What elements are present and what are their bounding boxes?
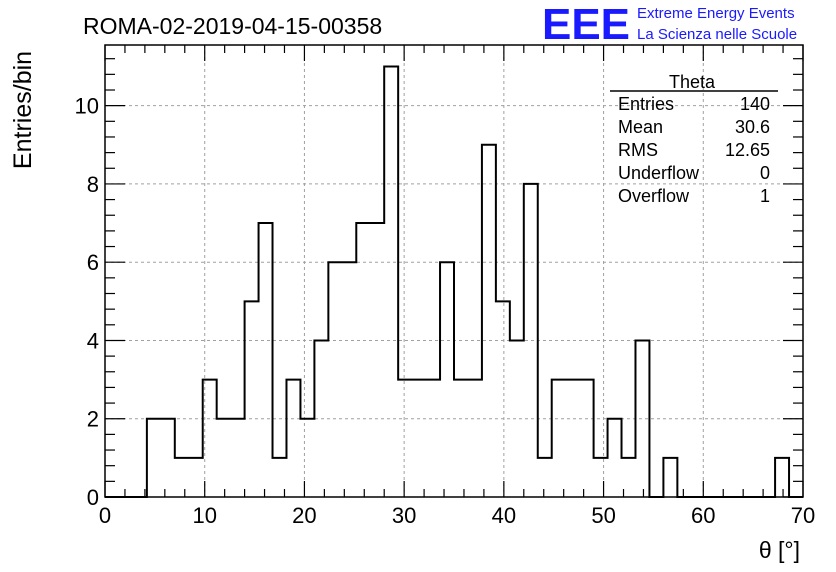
stats-box: Theta Entries 140 Mean 30.6 RMS 12.65 Un… [610, 72, 778, 206]
stats-label-rms: RMS [618, 140, 658, 160]
run-title: ROMA-02-2019-04-15-00358 [83, 13, 382, 39]
plot-frame [104, 44, 804, 498]
stats-value-rms: 12.65 [725, 140, 770, 160]
stats-value-entries: 140 [740, 94, 770, 114]
x-tick-label: 70 [791, 503, 815, 528]
org-name-line1: Extreme Energy Events [637, 5, 795, 22]
y-tick-label: 10 [75, 94, 99, 119]
y-tick-label: 6 [87, 250, 99, 275]
x-tick-label: 0 [99, 503, 111, 528]
stats-value-mean: 30.6 [735, 117, 770, 137]
x-tick-label: 40 [492, 503, 516, 528]
stats-label-overflow: Overflow [618, 186, 690, 206]
y-tick-label: 2 [87, 407, 99, 432]
stats-value-underflow: 0 [760, 163, 770, 183]
y-tick-labels: 0 2 4 6 8 10 [75, 94, 99, 510]
x-tick-labels: 0 10 20 30 40 50 60 70 [99, 503, 815, 528]
y-tick-label: 8 [87, 172, 99, 197]
eee-logo: EEE [542, 0, 630, 49]
org-name-line2: La Scienza nelle Scuole [637, 26, 797, 43]
y-tick-label: 0 [87, 485, 99, 510]
x-axis-label: θ [°] [759, 537, 800, 563]
x-tick-label: 60 [691, 503, 715, 528]
stats-label-mean: Mean [618, 117, 663, 137]
x-tick-label: 20 [292, 503, 316, 528]
x-tick-label: 10 [192, 503, 216, 528]
x-tick-label: 30 [392, 503, 416, 528]
stats-label-entries: Entries [618, 94, 674, 114]
y-tick-label: 4 [87, 328, 99, 353]
stats-label-underflow: Underflow [618, 163, 700, 183]
stats-value-overflow: 1 [760, 186, 770, 206]
y-axis-label: Entries/bin [9, 51, 37, 169]
x-tick-label: 50 [591, 503, 615, 528]
stats-title: Theta [669, 72, 716, 92]
histogram-outline [105, 65, 803, 498]
